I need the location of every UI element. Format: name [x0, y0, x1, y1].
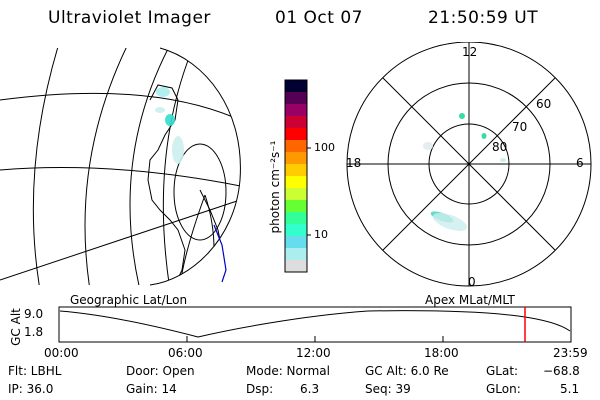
- colorbar-swatch: [285, 152, 307, 165]
- mlt-label-left: 18: [346, 156, 362, 170]
- altitude-ylabel: GC Alt: [9, 308, 23, 346]
- altitude-xtick-0600: 06:00: [168, 346, 203, 360]
- colorbar-tick-100: 100: [314, 141, 335, 154]
- mlat-label-70: 70: [512, 120, 528, 134]
- gain-readout: Gain: 14: [126, 382, 177, 396]
- colorbar-swatch: [285, 128, 307, 141]
- altitude-xtick-1800: 18:00: [424, 346, 459, 360]
- observation-time: 21:50:59 UT: [428, 8, 539, 28]
- glat-label: GLat:: [486, 364, 519, 378]
- polar-plot: [346, 42, 592, 287]
- colorbar: [284, 79, 311, 273]
- glon-label: GLon:: [486, 382, 521, 396]
- door-readout: Door: Open: [126, 364, 195, 378]
- mlt-label-top: 12: [462, 45, 478, 59]
- geographic-caption: Geographic Lat/Lon: [70, 293, 188, 307]
- glat-value: −68.8: [543, 364, 580, 378]
- colorbar-unit-label: photon cm⁻²s⁻¹: [268, 140, 282, 234]
- polar-caption: Apex MLat/MLT: [425, 293, 515, 307]
- altitude-ytick-low: 1.8: [24, 325, 44, 339]
- colorbar-swatch: [285, 224, 307, 237]
- mlt-label-right: 6: [576, 156, 584, 170]
- ip-readout: IP: 36.0: [8, 382, 54, 396]
- colorbar-swatch: [285, 248, 307, 261]
- altitude-xtick-2359: 23:59: [553, 346, 588, 360]
- colorbar-tick-10: 10: [314, 228, 328, 241]
- colorbar-swatch: [285, 212, 307, 225]
- dsp-value: 6.3: [300, 382, 320, 396]
- mlat-label-60: 60: [536, 97, 552, 111]
- altitude-plot: [58, 306, 572, 343]
- colorbar-swatch: [285, 164, 307, 177]
- observation-date: 01 Oct 07: [275, 8, 363, 28]
- colorbar-swatch: [285, 80, 307, 93]
- colorbar-swatch: [285, 92, 307, 105]
- colorbar-swatch: [285, 188, 307, 201]
- filter-readout: Flt: LBHL: [8, 364, 62, 378]
- instrument-title: Ultraviolet Imager: [48, 8, 211, 28]
- colorbar-swatch: [285, 116, 307, 129]
- altitude-xtick-0000: 00:00: [44, 346, 79, 360]
- dsp-label: Dsp:: [246, 382, 274, 396]
- mode-readout: Mode: Normal: [246, 364, 330, 378]
- colorbar-swatch: [285, 104, 307, 117]
- colorbar-swatch: [285, 140, 307, 153]
- colorbar-swatch: [285, 236, 307, 249]
- gc-alt-readout: GC Alt: 6.0 Re: [365, 364, 449, 378]
- colorbar-swatch: [285, 200, 307, 213]
- altitude-ytick-high: 9.0: [24, 307, 44, 321]
- altitude-xtick-1200: 12:00: [296, 346, 331, 360]
- mlat-label-80: 80: [492, 140, 508, 154]
- mlt-label-bottom: 0: [468, 275, 476, 289]
- geographic-map: [0, 47, 241, 286]
- colorbar-swatch: [285, 260, 307, 273]
- colorbar-swatch: [285, 176, 307, 189]
- seq-readout: Seq: 39: [365, 382, 411, 396]
- glon-value: 5.1: [560, 382, 580, 396]
